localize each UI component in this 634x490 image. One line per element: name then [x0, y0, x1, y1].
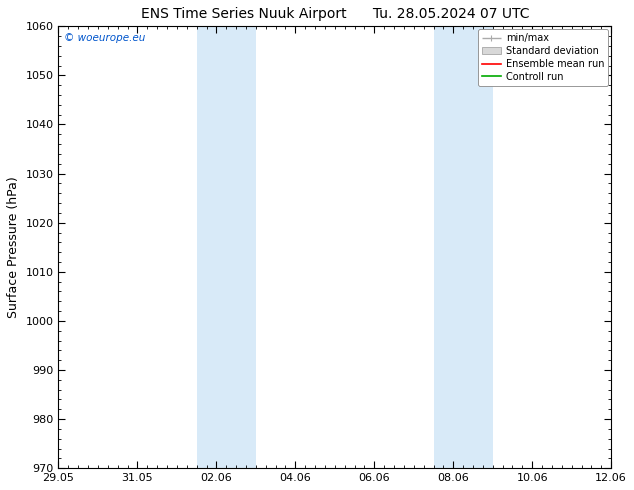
Text: © woeurope.eu: © woeurope.eu: [64, 33, 145, 43]
Title: ENS Time Series Nuuk Airport      Tu. 28.05.2024 07 UTC: ENS Time Series Nuuk Airport Tu. 28.05.2…: [141, 7, 529, 21]
Legend: min/max, Standard deviation, Ensemble mean run, Controll run: min/max, Standard deviation, Ensemble me…: [477, 29, 608, 86]
Y-axis label: Surface Pressure (hPa): Surface Pressure (hPa): [7, 176, 20, 318]
Bar: [434, 26, 493, 468]
Bar: [197, 26, 256, 468]
